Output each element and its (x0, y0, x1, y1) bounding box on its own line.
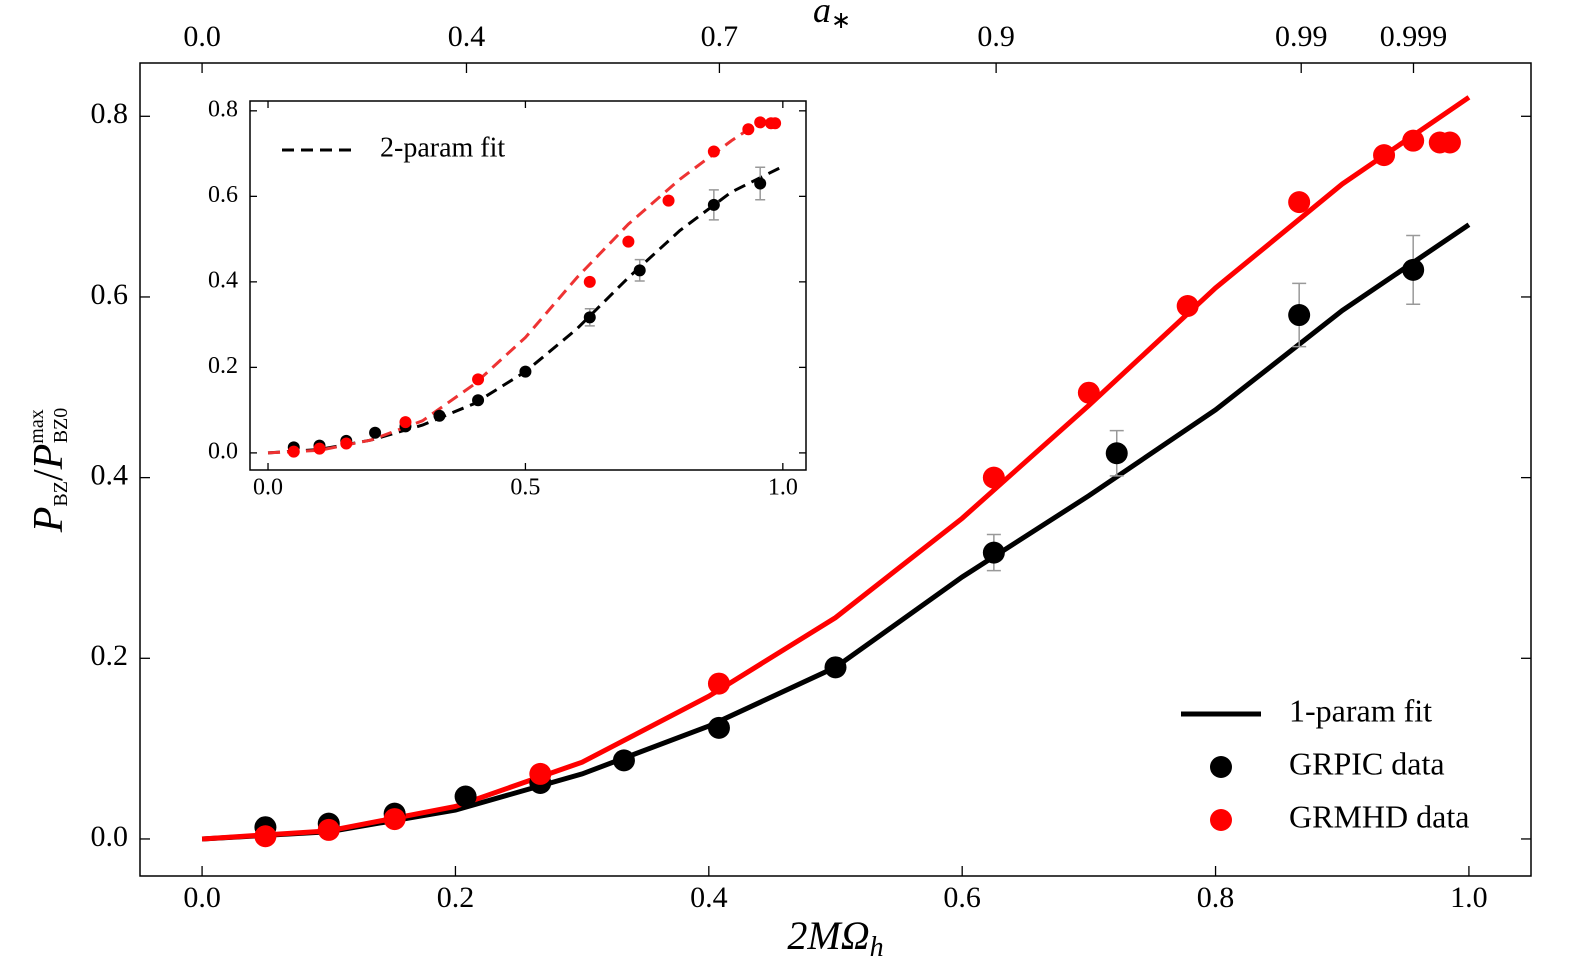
x-tick-label: 0.5 (510, 475, 540, 501)
data-point (662, 194, 675, 207)
data-point (583, 311, 596, 324)
data-point (1373, 144, 1396, 167)
data-point (454, 785, 477, 808)
data-point (472, 394, 485, 407)
y-tick-label: 0.2 (91, 639, 129, 672)
data-point (369, 426, 382, 439)
x2-axis-label: a∗ (813, 0, 851, 34)
data-point (313, 442, 326, 455)
legend-label: GRMHD data (1289, 798, 1469, 834)
data-point (383, 808, 406, 831)
data-point (1288, 304, 1311, 327)
x-tick-label: 0.0 (253, 475, 283, 501)
data-point (1438, 131, 1461, 154)
x-label-part: h (870, 932, 884, 963)
x-tick-label: 1.0 (768, 475, 798, 501)
data-point (1077, 381, 1100, 404)
data-point (433, 409, 446, 422)
x-tick-label: 1.0 (1450, 881, 1488, 914)
data-point (622, 235, 635, 248)
plot-area (249, 100, 807, 471)
fit-line (201, 95, 1471, 842)
fit-line (267, 117, 773, 455)
x-label-part: 2MΩ (787, 913, 869, 958)
legend-label: GRPIC data (1289, 745, 1445, 781)
y-axis-label: PBZ/Pmax BZ0 (26, 408, 72, 534)
y-label-part: BZ (50, 481, 72, 507)
legend-marker (1210, 756, 1232, 778)
x2-tick-label: 0.4 (448, 20, 486, 53)
data-point (472, 373, 485, 386)
data-point (254, 825, 277, 848)
y-tick-label: 0.2 (208, 353, 238, 379)
x-tick-label: 0.4 (690, 881, 728, 914)
x2-tick-label: 0.7 (701, 20, 739, 53)
data-point (1402, 258, 1425, 281)
data-point (754, 177, 767, 190)
data-point (707, 198, 720, 211)
x-tick-label: 0.6 (943, 881, 981, 914)
data-point (982, 466, 1005, 489)
x-axis-label: 2MΩh (787, 913, 883, 963)
y-tick-label: 0.0 (91, 820, 129, 853)
data-point (529, 762, 552, 785)
y-label-part: / (26, 469, 72, 481)
y-label-part: P (26, 444, 72, 471)
data-point (519, 365, 532, 378)
data-point (769, 117, 782, 130)
y-tick-label: 0.4 (91, 459, 129, 492)
legend-marker (1210, 809, 1232, 831)
y-label-part: max (26, 409, 48, 443)
legend-label: 2-param fit (380, 132, 505, 163)
y-tick-label: 0.8 (208, 96, 238, 122)
data-point (399, 416, 412, 429)
data-point (982, 541, 1005, 564)
data-point (583, 275, 596, 288)
x-tick-label: 0.0 (183, 881, 221, 914)
data-point (633, 264, 646, 277)
y-tick-label: 0.6 (91, 278, 129, 311)
x2-tick-label: 0.0 (183, 20, 221, 53)
y-tick-label: 0.0 (208, 438, 238, 464)
x-tick-label: 0.8 (1197, 881, 1235, 914)
x2-tick-label: 0.999 (1380, 20, 1448, 53)
data-point (707, 716, 730, 739)
data-point (1105, 442, 1128, 465)
data-point (287, 445, 300, 458)
data-point (1402, 129, 1425, 152)
data-point (612, 749, 635, 772)
data-point (824, 656, 847, 679)
y-label-part: P (26, 507, 72, 534)
y-label-part: BZ0 (50, 408, 72, 444)
y-tick-label: 0.6 (208, 182, 238, 208)
x2-tick-label: 0.9 (977, 20, 1015, 53)
data-point (707, 672, 730, 695)
y-tick-label: 0.8 (91, 97, 129, 130)
x2-label-part: ∗ (831, 8, 851, 34)
x2-label-part: a (813, 0, 831, 30)
data-point (317, 818, 340, 841)
data-point (1288, 191, 1311, 214)
x-tick-label: 0.2 (437, 881, 475, 914)
data-point (340, 437, 353, 450)
legend-label: 1-param fit (1289, 692, 1432, 728)
data-point (754, 116, 767, 129)
data-point (742, 123, 755, 136)
data-point (707, 145, 720, 158)
data-point (1176, 294, 1199, 317)
x2-tick-label: 0.99 (1275, 20, 1328, 53)
y-tick-label: 0.4 (208, 267, 238, 293)
